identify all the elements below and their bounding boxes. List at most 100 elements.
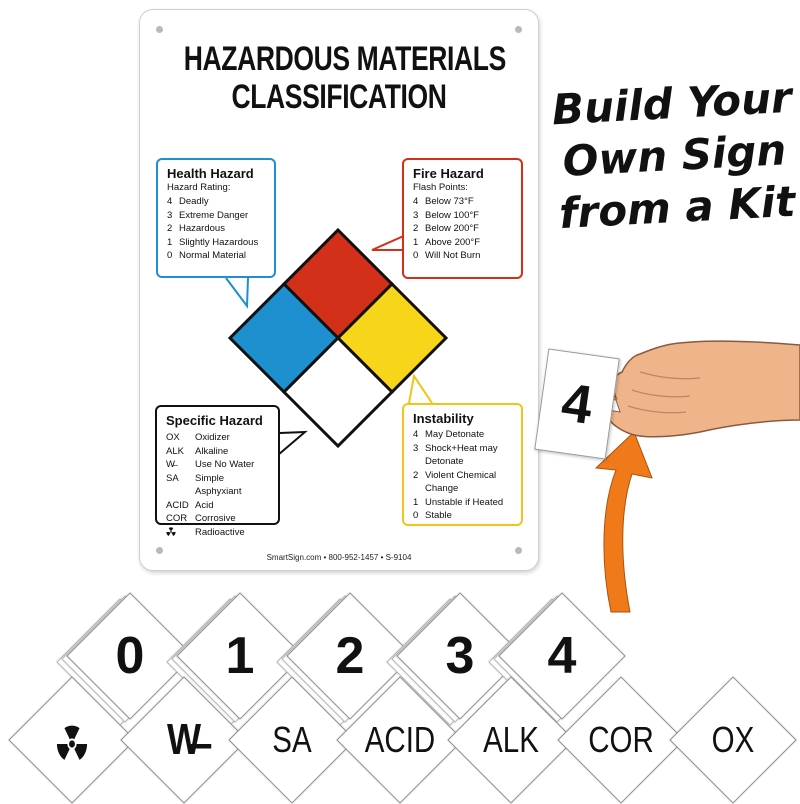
legend-row: Radioactive xyxy=(166,526,269,540)
legend-code xyxy=(166,526,195,540)
legend-text: Simple Asphyxiant xyxy=(195,472,242,498)
legend-row: 0 Normal Material xyxy=(167,249,265,263)
legend-row: Detonate xyxy=(413,455,512,469)
legend-text: Slightly Hazardous xyxy=(179,236,259,248)
label-tile-text: ALK xyxy=(483,719,539,760)
specific-callout-tail xyxy=(277,430,308,456)
instability-box: Instability 4 May Detonate 3 Shock+Heat may… xyxy=(402,403,523,526)
instability-callout-tail xyxy=(408,373,433,404)
legend-text: May Detonate xyxy=(425,429,485,440)
legend-row: ALK Alkaline xyxy=(166,445,269,459)
legend-row: ACID Acid xyxy=(166,499,269,513)
legend-code: 2 xyxy=(413,223,419,234)
fire-hazard-subtitle: Flash Points: xyxy=(413,182,468,193)
label-tile-text xyxy=(27,720,117,764)
fire-hazard-list: 4 Below 73°F 3 Below 100°F 2 Below 200°F 1 Abov… xyxy=(413,195,512,263)
mounting-hole xyxy=(156,26,163,33)
legend-code: 0 xyxy=(167,250,173,261)
legend-text: Unstable if Heated xyxy=(425,496,504,508)
fire-hazard-box: Fire Hazard Flash Points: 4 Below 73°F 3 Be… xyxy=(402,158,523,279)
legend-row: W̶ Use No Water xyxy=(166,458,269,472)
legend-row: 3 Below 100°F xyxy=(413,209,512,223)
health-hazard-subtitle: Hazard Rating: xyxy=(167,182,231,193)
legend-code: 4 xyxy=(413,429,419,440)
legend-code: 1 xyxy=(167,236,173,248)
number-tile-label: 0 xyxy=(115,627,145,685)
legend-code: SA xyxy=(166,472,179,484)
specific-hazard-quadrant xyxy=(281,335,395,449)
legend-row: OX Oxidizer xyxy=(166,431,269,445)
radiation-icon xyxy=(56,726,88,761)
hazmat-sign: HAZARDOUS MATERIALS CLASSIFICATION Healt… xyxy=(139,9,539,571)
legend-code: 1 xyxy=(413,236,419,248)
legend-row: 2 Below 200°F xyxy=(413,222,512,236)
hand-icon xyxy=(601,340,800,438)
specific-hazard-title: Specific Hazard xyxy=(166,413,263,428)
nfpa-diamond xyxy=(225,227,449,456)
legend-code: 4 xyxy=(413,196,419,207)
radiation-icon xyxy=(166,527,176,536)
held-number-card: 4 xyxy=(534,348,620,460)
instability-list: 4 May Detonate 3 Shock+Heat may Detonate 2 Vio… xyxy=(413,428,512,523)
legend-row: 2 Hazardous xyxy=(167,222,265,236)
legend-row: 1 Slightly Hazardous xyxy=(167,236,265,250)
legend-code: ACID xyxy=(166,499,189,511)
legend-text: Corrosive xyxy=(195,513,236,524)
legend-code: 2 xyxy=(167,223,173,234)
legend-text: Shock+Heat may xyxy=(425,442,498,454)
legend-text: Radioactive xyxy=(195,526,245,538)
legend-row: 4 May Detonate xyxy=(413,428,512,442)
legend-row: 2 Violent Chemical xyxy=(413,469,512,483)
legend-row: 1 Above 200°F xyxy=(413,236,512,250)
specific-hazard-box: Specific Hazard OX Oxidizer ALK Alkaline W̶ U… xyxy=(155,405,280,538)
legend-code: 2 xyxy=(413,469,419,481)
legend-code: 0 xyxy=(413,250,419,261)
mounting-hole xyxy=(515,26,522,33)
label-tile-text: SA xyxy=(272,719,312,760)
sign-title-line: HAZARDOUS MATERIALS xyxy=(183,40,507,78)
legend-text: Will Not Burn xyxy=(425,250,481,261)
legend-code: 3 xyxy=(413,442,419,454)
legend-row: 0 Will Not Burn xyxy=(413,249,512,263)
legend-code: ALK xyxy=(166,445,184,457)
fire-hazard-title: Fire Hazard xyxy=(413,166,484,181)
legend-text: Violent Chemical xyxy=(425,469,497,481)
legend-text: Extreme Danger xyxy=(179,209,249,221)
legend-text: Deadly xyxy=(179,196,209,207)
legend-text: Below 73°F xyxy=(425,196,474,207)
instability-title: Instability xyxy=(413,411,474,426)
label-tile-text: ACID xyxy=(364,719,436,760)
finger-creases xyxy=(627,371,701,414)
legend-text: Acid xyxy=(195,499,214,511)
number-tile-label: 4 xyxy=(547,627,577,685)
mounting-hole xyxy=(156,547,163,554)
legend-code: 3 xyxy=(167,209,173,221)
legend-code: COR xyxy=(166,513,188,524)
legend-text: Stable xyxy=(425,510,452,521)
legend-text: Hazardous xyxy=(179,223,225,234)
legend-row: 1 Unstable if Heated xyxy=(413,496,512,510)
legend-row: 4 Below 73°F xyxy=(413,195,512,209)
legend-row: COR Corrosive xyxy=(166,512,269,526)
label-tile-text: OX xyxy=(711,719,755,760)
legend-text: Below 200°F xyxy=(425,223,479,234)
legend-text: Change xyxy=(425,483,459,494)
legend-row: 3 Shock+Heat may xyxy=(413,442,512,456)
legend-text: Alkaline xyxy=(195,445,229,457)
legend-text: Above 200°F xyxy=(425,236,481,248)
legend-text: Oxidizer xyxy=(195,432,230,443)
health-hazard-title: Health Hazard xyxy=(167,166,254,181)
label-tile-text: W̶ xyxy=(166,715,202,764)
legend-row: Change xyxy=(413,482,512,496)
legend-code: W̶ xyxy=(166,459,175,470)
number-tile-label: 3 xyxy=(445,627,475,685)
specific-hazard-list: OX Oxidizer ALK Alkaline W̶ Use No Water SA Sim… xyxy=(166,431,269,539)
legend-text: Use No Water xyxy=(195,459,255,470)
health-hazard-box: Health Hazard Hazard Rating: 4 Deadly 3 Ext… xyxy=(156,158,276,278)
legend-code: 1 xyxy=(413,496,419,508)
held-card-number: 4 xyxy=(557,372,597,436)
sign-title-line: CLASSIFICATION xyxy=(231,78,447,116)
legend-code: 4 xyxy=(167,196,173,207)
legend-code: 3 xyxy=(413,209,419,221)
number-tile-label: 2 xyxy=(335,627,365,685)
